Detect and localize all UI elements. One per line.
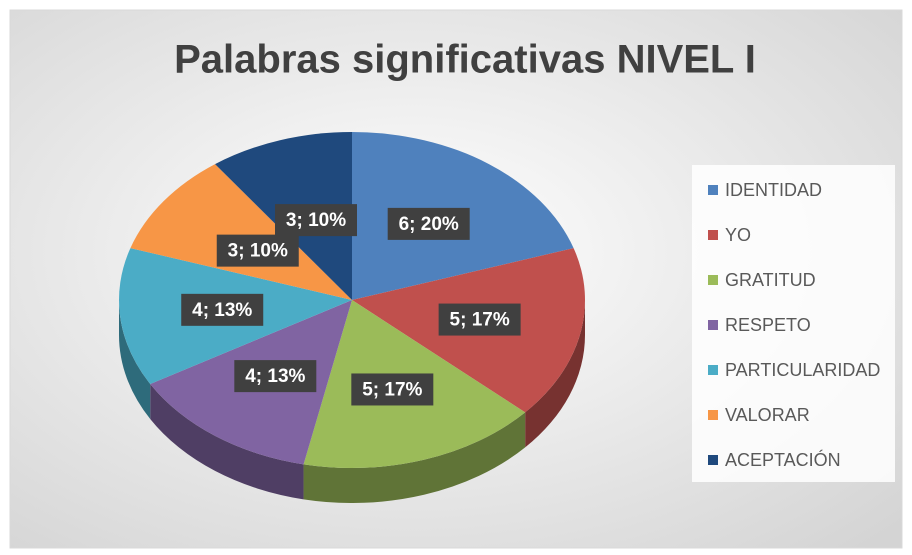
legend-box [692,165,895,482]
pie-side [119,300,151,419]
data-label-box [351,373,434,406]
legend-swatch [708,365,718,375]
data-label: 4; 13% [192,300,252,321]
legend-label: VALORAR [725,405,810,425]
legend-label: ACEPTACIÓN [725,449,841,470]
data-label: 5; 17% [450,310,510,331]
pie-side [150,384,304,500]
legend-label: GRATITUD [725,270,816,290]
data-label: 3; 10% [228,241,288,262]
legend-swatch [708,410,718,420]
legend-swatch [708,320,718,330]
pie-side [525,300,585,448]
legend-swatch [708,275,718,285]
legend-swatch [708,455,718,465]
legend-label: IDENTIDAD [725,180,822,200]
data-label: 4; 13% [245,366,305,387]
legend-label: RESPETO [725,315,811,335]
legend-label: PARTICULARIDAD [725,360,880,380]
data-label: 6; 20% [399,214,459,235]
data-label-box [234,360,317,393]
data-label-box [274,204,357,237]
legend-label: YO [725,225,751,245]
data-label: 5; 17% [362,379,422,400]
data-label-box [216,234,299,267]
legend-swatch [708,185,718,195]
chart-title: Palabras significativas NIVEL I [174,38,756,82]
data-label-box [438,303,521,336]
data-label-box [181,293,264,326]
data-label: 3; 10% [286,210,346,231]
legend-swatch [708,230,718,240]
pie-side [303,412,526,503]
data-label-box [387,207,470,240]
